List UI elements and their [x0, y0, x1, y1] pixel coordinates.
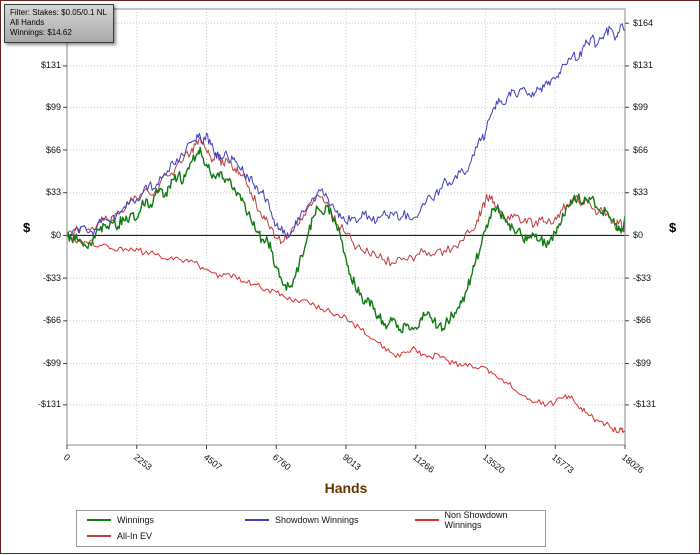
y-tick-label-right: $0 — [633, 229, 644, 240]
y-tick-label-right: $99 — [633, 101, 649, 112]
y-tick-label-left: $33 — [45, 187, 61, 198]
series-line-non-showdown-winnings — [66, 235, 626, 434]
legend-label: Showdown Winnings — [275, 515, 359, 525]
y-tick-label-right: $33 — [633, 187, 649, 198]
legend-item-winnings: Winnings — [77, 515, 235, 525]
y-tick-label-left: -$99 — [42, 357, 61, 368]
y-tick-label-right: -$66 — [633, 315, 652, 326]
legend-item-non-showdown-winnings: Non Showdown Winnings — [405, 510, 545, 530]
legend-item-showdown-winnings: Showdown Winnings — [235, 515, 405, 525]
y-tick-label-right: $131 — [633, 60, 654, 71]
y-tick-label-right: -$131 — [633, 399, 657, 410]
legend: Winnings Showdown Winnings Non Showdown Wi… — [76, 510, 546, 547]
y-tick-label-right: -$99 — [633, 357, 652, 368]
legend-item-all-in-ev: All-In EV — [77, 531, 235, 541]
legend-line-sample — [87, 519, 111, 521]
y-tick-label-left: $0 — [50, 229, 61, 240]
legend-line-sample — [87, 535, 111, 537]
y-axis-label-right: $ — [669, 220, 677, 235]
y-tick-label-left: $131 — [40, 60, 61, 71]
y-tick-label-left: -$66 — [42, 315, 61, 326]
filter-hands-line: All Hands — [10, 18, 45, 27]
y-tick-label-left: $99 — [45, 101, 61, 112]
series-line-winnings — [66, 146, 626, 334]
series-line-showdown-winnings — [66, 23, 626, 239]
legend-label: Winnings — [117, 515, 155, 525]
y-tick-label-right: -$33 — [633, 272, 652, 283]
plot-frame — [66, 8, 626, 446]
x-axis-label: Hands — [324, 480, 368, 496]
y-tick-label-right: $66 — [633, 144, 649, 155]
legend-label: Non Showdown Winnings — [444, 510, 508, 530]
legend-line-sample — [245, 519, 269, 521]
winnings-total-line: Winnings: $14.62 — [10, 28, 72, 37]
y-axis-label-left: $ — [23, 220, 31, 235]
filter-stakes-line: Filter: Stakes: $0.05/0.1 NL — [10, 8, 107, 17]
y-tick-label-left: -$131 — [37, 399, 61, 410]
filter-info-box: Filter: Stakes: $0.05/0.1 NL All Hands W… — [4, 4, 114, 43]
y-tick-label-left: $66 — [45, 144, 61, 155]
legend-line-sample — [415, 519, 439, 521]
series-line-all-in-ev — [66, 136, 626, 267]
y-tick-label-right: $164 — [633, 17, 654, 28]
legend-label: All-In EV — [117, 531, 153, 541]
y-tick-label-left: -$33 — [42, 272, 61, 283]
